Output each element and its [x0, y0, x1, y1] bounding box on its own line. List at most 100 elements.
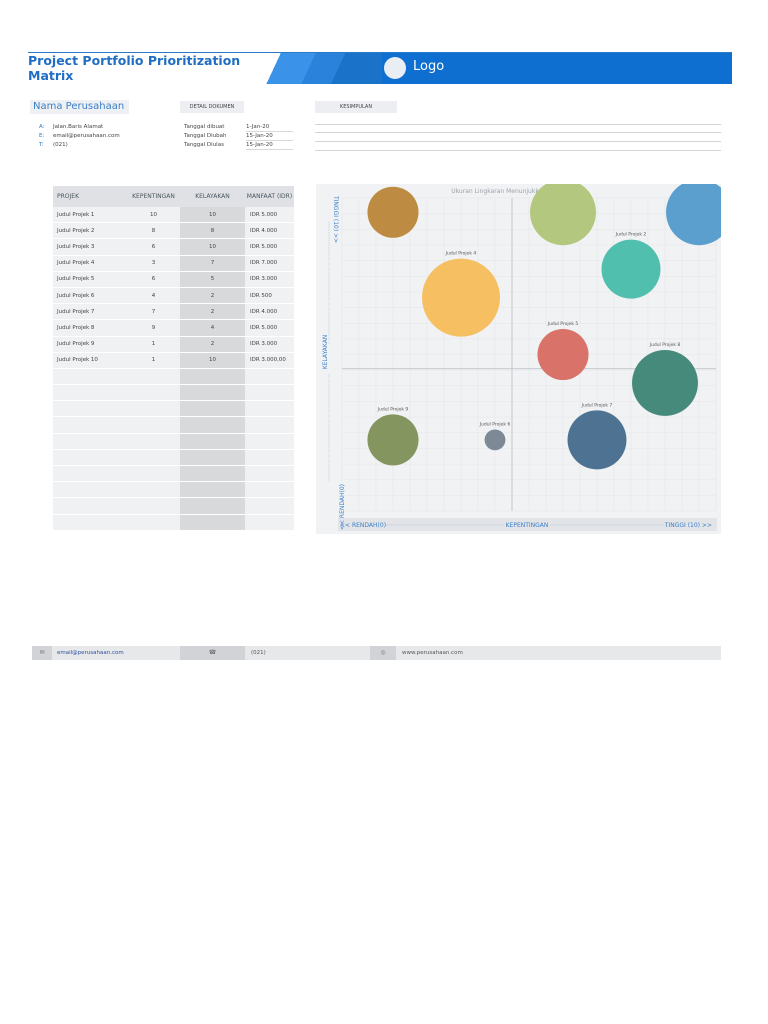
cell-project: Judul Projek 6: [53, 287, 127, 305]
empty-cell[interactable]: [53, 449, 127, 467]
empty-cell[interactable]: [53, 497, 127, 515]
empty-cell[interactable]: [245, 433, 294, 450]
empty-cell[interactable]: [245, 384, 294, 402]
table-row-empty: [53, 416, 294, 434]
cell-kepentingan: 1: [127, 336, 180, 353]
empty-cell[interactable]: [53, 416, 127, 434]
header-manfaat: MANFAAT (IDR): [245, 186, 294, 207]
email-line: E: email@perusahaan.com: [39, 133, 120, 139]
summary-line[interactable]: [315, 132, 721, 133]
envelope-icon: ✉: [32, 646, 52, 660]
empty-cell[interactable]: [127, 497, 180, 515]
table-row-empty: [53, 368, 294, 386]
bubble-10: [367, 186, 419, 238]
empty-cell[interactable]: [127, 449, 180, 467]
empty-cell[interactable]: [180, 497, 245, 515]
empty-cell[interactable]: [127, 416, 180, 434]
doc-reviewed-label: Tanggal Diulas: [184, 142, 224, 148]
cell-project: Judul Projek 2: [53, 222, 127, 240]
cell-manfaat: IDR 4.000: [245, 222, 294, 240]
bubble-6: [484, 429, 506, 451]
x-high-label: TINGGI (10) >>: [664, 522, 712, 529]
empty-cell[interactable]: [127, 481, 180, 499]
chart-title: Ukuran Lingkaran Menunjukkan MANFAAT ($): [451, 188, 587, 195]
empty-cell[interactable]: [127, 433, 180, 450]
x-axis-bar: [338, 518, 717, 531]
empty-cell[interactable]: [180, 400, 245, 418]
empty-cell[interactable]: [245, 465, 294, 483]
empty-cell[interactable]: [180, 433, 245, 450]
cell-project: Judul Projek 8: [53, 319, 127, 337]
table-row: Judul Projek 5 6 5 IDR 3.000: [53, 271, 294, 288]
empty-cell[interactable]: [245, 497, 294, 515]
empty-cell[interactable]: [53, 514, 127, 531]
bubble-label: Judul Projek 10: [375, 184, 410, 185]
table-row-empty: [53, 400, 294, 418]
y-low-label: << RENDAH(0): [339, 484, 346, 530]
bubble-chart: Ukuran Lingkaran Menunjukkan MANFAAT ($)…: [322, 184, 721, 531]
empty-cell[interactable]: [127, 400, 180, 418]
cell-kepentingan: 1: [127, 352, 180, 369]
empty-cell[interactable]: [180, 449, 245, 467]
cell-project: Judul Projek 1: [53, 207, 127, 224]
table-row-empty: [53, 481, 294, 499]
empty-cell[interactable]: [53, 465, 127, 483]
empty-cell[interactable]: [180, 368, 245, 386]
empty-cell[interactable]: [127, 465, 180, 483]
empty-cell[interactable]: [53, 384, 127, 402]
empty-cell[interactable]: [127, 368, 180, 386]
globe-icon: ◎: [370, 646, 396, 660]
phone-icon: ☎: [180, 646, 245, 660]
empty-cell[interactable]: [245, 449, 294, 467]
phone-line: T: (021): [39, 142, 68, 148]
cell-manfaat: IDR 5.000: [245, 238, 294, 256]
empty-cell[interactable]: [180, 514, 245, 531]
footer-website[interactable]: www.perusahaan.com: [402, 650, 463, 656]
doc-modified-value: 15-Jan-20: [246, 133, 293, 141]
empty-cell[interactable]: [245, 481, 294, 499]
doc-created-label: Tanggal dibuat: [184, 124, 225, 130]
header-rule: [28, 52, 732, 53]
bubble-3: [530, 184, 596, 246]
empty-cell[interactable]: [245, 514, 294, 531]
cell-kepentingan: 7: [127, 303, 180, 321]
table-row-empty: [53, 433, 294, 450]
empty-cell[interactable]: [245, 400, 294, 418]
empty-cell[interactable]: [53, 400, 127, 418]
footer-email[interactable]: email@perusahaan.com: [57, 650, 124, 656]
empty-cell[interactable]: [245, 368, 294, 386]
cell-kepentingan: 6: [127, 271, 180, 288]
empty-cell[interactable]: [180, 384, 245, 402]
empty-cell[interactable]: [53, 481, 127, 499]
empty-cell[interactable]: [180, 481, 245, 499]
header-banner: [262, 53, 732, 84]
bubble-label: Judul Projek 6: [479, 421, 511, 427]
empty-cell[interactable]: [53, 368, 127, 386]
empty-cell[interactable]: [127, 514, 180, 531]
table-row-empty: [53, 497, 294, 515]
empty-cell[interactable]: [180, 465, 245, 483]
table-row: Judul Projek 7 7 2 IDR 4.000: [53, 303, 294, 321]
logo-circle-icon: [384, 57, 406, 79]
summary-line[interactable]: [315, 124, 721, 125]
cell-manfaat: IDR 3.000: [245, 271, 294, 288]
summary-line[interactable]: [315, 150, 721, 151]
table-row-empty: [53, 449, 294, 467]
summary-heading: KESIMPULAN: [315, 101, 397, 113]
empty-cell[interactable]: [245, 416, 294, 434]
bubble-label: Judul Projek 7: [581, 402, 613, 408]
empty-cell[interactable]: [180, 416, 245, 434]
table-row-empty: [53, 514, 294, 531]
company-name: Nama Perusahaan: [30, 100, 129, 114]
table-row-empty: [53, 465, 294, 483]
x-low-label: << RENDAH(0): [340, 522, 386, 529]
bubble-1: [666, 184, 721, 246]
empty-cell[interactable]: [53, 433, 127, 450]
table-row-empty: [53, 384, 294, 402]
summary-line[interactable]: [315, 141, 721, 142]
cell-kelayakan: 10: [180, 352, 245, 369]
cell-manfaat: IDR 3.000,00: [245, 352, 294, 369]
header-projek: PROJEK: [53, 186, 127, 207]
cell-kelayakan: 2: [180, 287, 245, 305]
empty-cell[interactable]: [127, 384, 180, 402]
